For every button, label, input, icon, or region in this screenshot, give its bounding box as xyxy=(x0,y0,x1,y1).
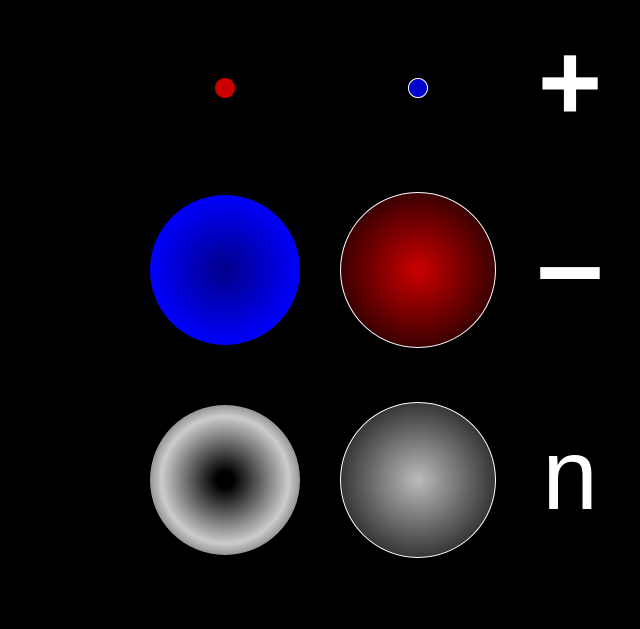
small-blue-dot xyxy=(408,78,428,98)
row-symbol-positive: + xyxy=(490,28,640,138)
large-red-sphere xyxy=(340,192,496,348)
row-symbol-neutral: n xyxy=(490,425,640,525)
particle-diagram: + – n xyxy=(0,0,640,629)
grey-sphere-dark-core xyxy=(150,405,300,555)
grey-sphere-light-core xyxy=(340,402,496,558)
small-red-dot xyxy=(215,78,235,98)
row-symbol-negative: – xyxy=(490,204,640,324)
large-blue-sphere xyxy=(150,195,300,345)
